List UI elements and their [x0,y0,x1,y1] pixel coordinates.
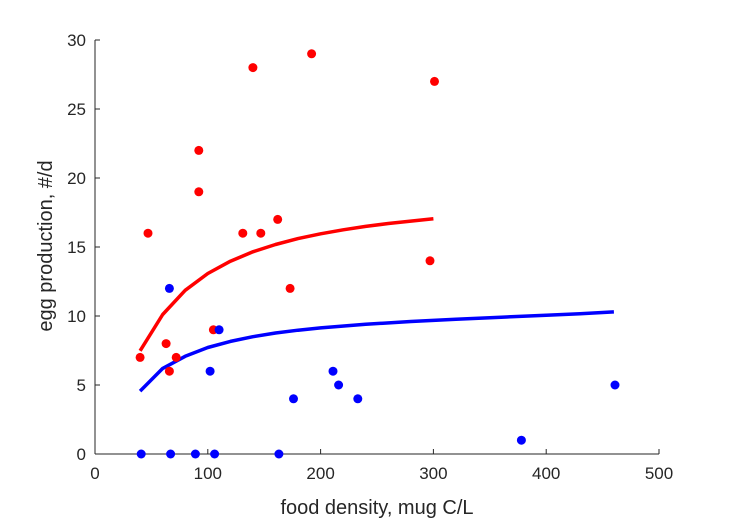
series-2-point [610,380,620,390]
y-tick-label: 30 [67,31,86,50]
series-2-point [210,449,220,459]
series-2-point [328,366,338,376]
x-tick-label: 400 [532,464,560,483]
series-1-point [164,366,174,376]
series-2-point [136,449,146,459]
series-1-point [285,283,295,293]
fit-curve-2 [138,310,614,393]
series-1-point [171,352,181,362]
x-tick-label: 500 [645,464,673,483]
series-1-point [273,214,283,224]
series-1-point [238,228,248,238]
series-2-point [166,449,176,459]
y-tick-label: 0 [77,445,86,464]
series-1-point [425,256,435,266]
series-2-point [516,435,526,445]
x-axis-ticks: 0 100 200 300 400 500 [90,449,673,483]
fit-curve-1 [138,217,434,352]
series-1-point [430,76,439,86]
y-axis-ticks: 0 5 10 15 20 25 30 [67,31,100,464]
series-2-point [190,449,200,459]
series-1-point [143,228,153,238]
series-1-point [256,228,266,238]
plot-frame [94,40,659,455]
fit-curves [138,217,614,393]
series-2-point [214,325,224,335]
y-tick-label: 10 [67,307,86,326]
x-tick-label: 100 [194,464,222,483]
series-2-point [289,394,298,404]
series-2-point [205,366,215,376]
series-2-point [164,283,174,293]
series-2-point [334,380,344,390]
y-axis-label: egg production, #/d [35,160,57,331]
x-tick-label: 0 [90,464,99,483]
x-tick-label: 200 [306,464,334,483]
series-1-point [307,49,317,59]
y-tick-label: 25 [67,100,86,119]
series-2-point [274,449,284,459]
series-1-point [194,187,204,197]
y-tick-label: 5 [77,376,86,395]
series-2-point [353,394,363,404]
series-1-point [135,352,145,362]
data-points [135,49,620,459]
x-tick-label: 300 [419,464,447,483]
series-1-point [248,63,258,73]
y-tick-label: 20 [67,169,86,188]
series-1-point [161,339,171,349]
y-tick-label: 15 [67,238,86,257]
x-axis-label: food density, mug C/L [280,497,473,519]
series-1-point [194,145,204,155]
